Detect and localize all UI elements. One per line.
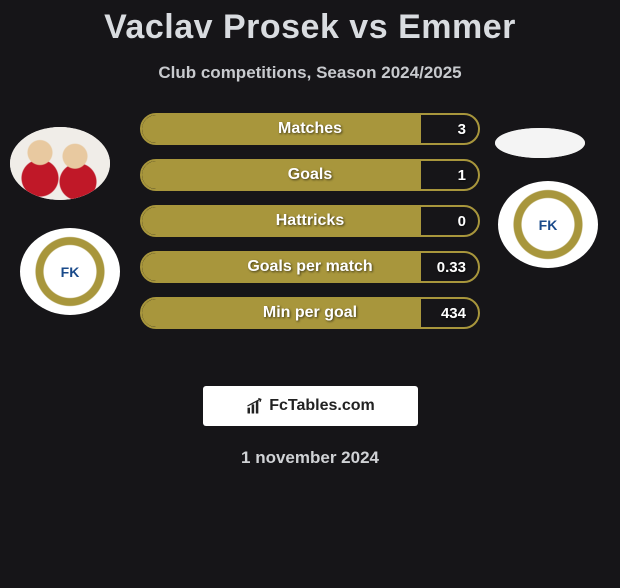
stats-list: Matches 3 Goals 1 Hattricks 0 Goals per … <box>140 113 480 343</box>
date-text: 1 november 2024 <box>0 448 620 468</box>
stat-label: Goals per match <box>142 258 478 276</box>
stat-value: 3 <box>458 121 466 138</box>
player-right-club-badge <box>498 181 598 268</box>
stat-row-hattricks: Hattricks 0 <box>140 205 480 237</box>
stat-value: 0 <box>458 213 466 230</box>
page-title: Vaclav Prosek vs Emmer <box>0 8 620 47</box>
stat-value: 1 <box>458 167 466 184</box>
comparison-panel: Matches 3 Goals 1 Hattricks 0 Goals per … <box>0 108 620 378</box>
stat-label: Min per goal <box>142 304 478 322</box>
stat-row-goals-per-match: Goals per match 0.33 <box>140 251 480 283</box>
subtitle: Club competitions, Season 2024/2025 <box>0 63 620 83</box>
stat-row-matches: Matches 3 <box>140 113 480 145</box>
player-right-photo <box>495 128 585 158</box>
stat-row-goals: Goals 1 <box>140 159 480 191</box>
stat-value: 434 <box>441 305 466 322</box>
player-left-club-badge <box>20 228 120 315</box>
watermark: FcTables.com <box>203 386 418 426</box>
chart-icon <box>245 396 265 416</box>
stat-label: Goals <box>142 166 478 184</box>
stat-label: Matches <box>142 120 478 138</box>
watermark-text: FcTables.com <box>269 397 375 415</box>
player-left-photo <box>10 127 110 200</box>
stat-label: Hattricks <box>142 212 478 230</box>
stat-row-min-per-goal: Min per goal 434 <box>140 297 480 329</box>
stat-value: 0.33 <box>437 259 466 276</box>
